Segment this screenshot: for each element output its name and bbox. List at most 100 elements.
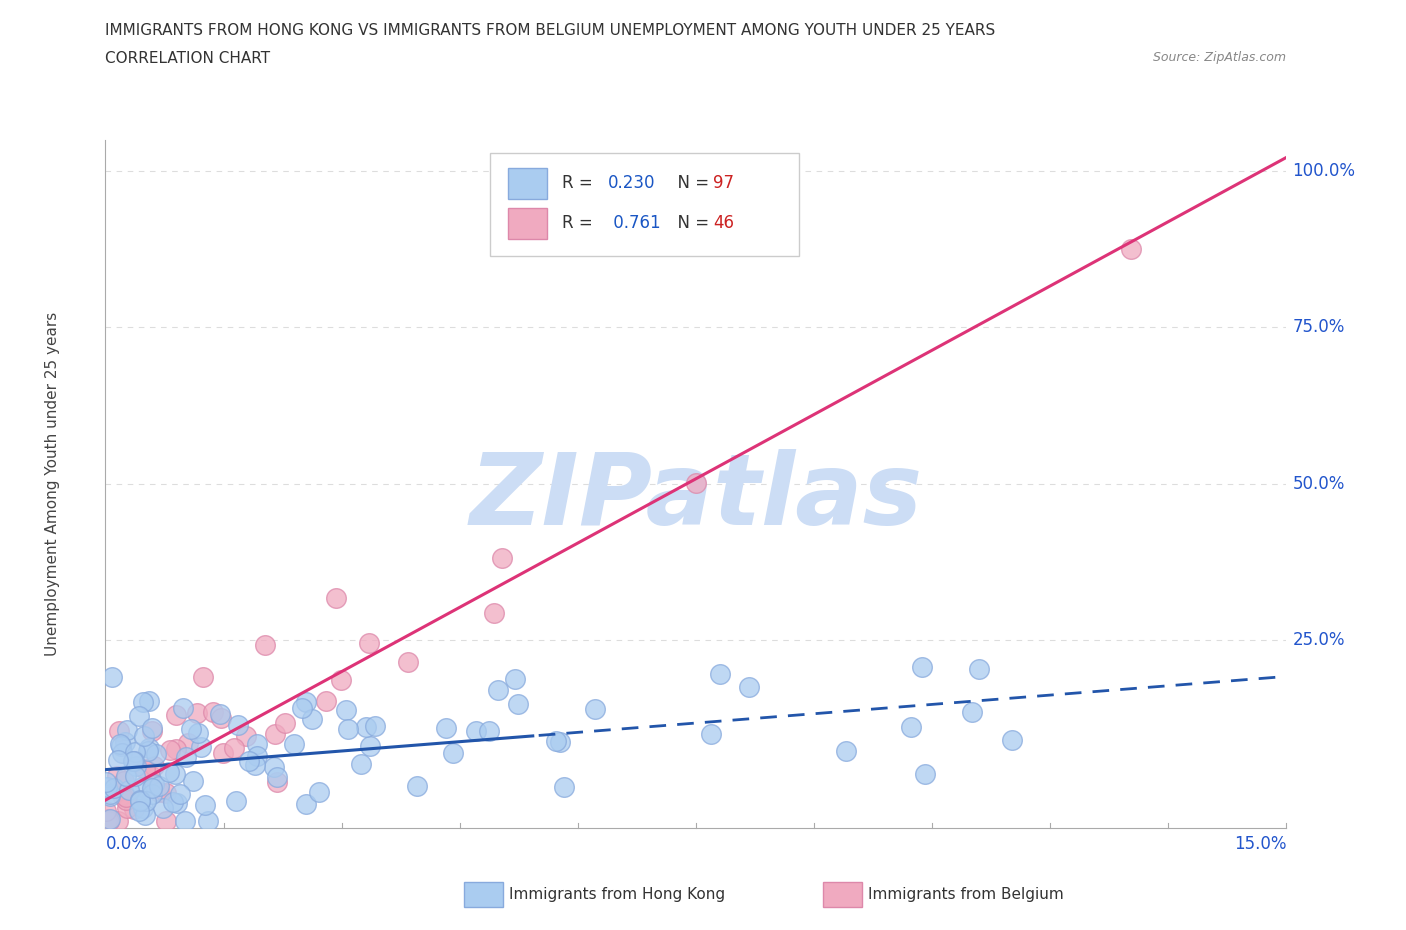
Point bbox=[115, 790, 138, 804]
Point bbox=[122, 753, 145, 768]
Text: 0.0%: 0.0% bbox=[105, 834, 148, 853]
Text: 0.230: 0.230 bbox=[607, 175, 655, 193]
Point bbox=[226, 718, 249, 733]
Point bbox=[148, 778, 170, 793]
Point bbox=[900, 720, 922, 735]
Point bbox=[174, 814, 197, 829]
Point bbox=[98, 787, 121, 802]
Text: 50.0%: 50.0% bbox=[1292, 474, 1344, 493]
Point bbox=[166, 795, 188, 810]
Point bbox=[225, 793, 247, 808]
Point bbox=[349, 756, 371, 771]
Point bbox=[441, 746, 464, 761]
Point bbox=[111, 788, 134, 803]
Text: Unemployment Among Youth under 25 years: Unemployment Among Youth under 25 years bbox=[45, 312, 60, 656]
Point bbox=[911, 660, 934, 675]
Point bbox=[105, 768, 128, 783]
Point bbox=[508, 697, 530, 711]
Point bbox=[134, 807, 156, 822]
Point bbox=[181, 774, 204, 789]
Point bbox=[122, 802, 145, 817]
Point bbox=[482, 605, 505, 620]
Point bbox=[359, 738, 381, 753]
Point bbox=[266, 769, 288, 784]
Point bbox=[107, 752, 129, 767]
Point bbox=[699, 726, 721, 741]
Point bbox=[364, 718, 387, 733]
Point bbox=[291, 701, 314, 716]
Point bbox=[94, 804, 117, 818]
Point bbox=[110, 738, 132, 753]
Point bbox=[138, 740, 160, 755]
Point bbox=[245, 749, 267, 764]
Point bbox=[186, 706, 208, 721]
Point bbox=[209, 707, 232, 722]
Point bbox=[128, 708, 150, 723]
Text: 25.0%: 25.0% bbox=[1292, 631, 1346, 649]
Text: 100.0%: 100.0% bbox=[1292, 162, 1355, 179]
Point bbox=[96, 814, 118, 829]
Point bbox=[96, 779, 118, 794]
Point bbox=[709, 666, 731, 681]
Point bbox=[129, 793, 152, 808]
Point bbox=[114, 768, 136, 783]
Text: 15.0%: 15.0% bbox=[1234, 834, 1286, 853]
Point bbox=[243, 758, 266, 773]
Point bbox=[155, 814, 177, 829]
Point bbox=[159, 743, 181, 758]
Text: R =: R = bbox=[561, 215, 598, 232]
Point bbox=[108, 737, 131, 751]
Point bbox=[187, 725, 209, 740]
Point bbox=[165, 741, 187, 756]
Point bbox=[141, 721, 163, 736]
Point bbox=[162, 794, 184, 809]
Point bbox=[100, 670, 122, 684]
Point bbox=[152, 801, 174, 816]
Point bbox=[124, 759, 146, 774]
Point bbox=[914, 766, 936, 781]
Point bbox=[172, 700, 194, 715]
Point bbox=[129, 793, 152, 808]
Point bbox=[115, 723, 138, 737]
Point bbox=[550, 734, 572, 749]
Point bbox=[135, 794, 157, 809]
Point bbox=[98, 811, 121, 826]
Point bbox=[294, 797, 316, 812]
Text: Immigrants from Hong Kong: Immigrants from Hong Kong bbox=[509, 887, 725, 902]
Point bbox=[264, 726, 287, 741]
Point bbox=[155, 786, 177, 801]
Point bbox=[960, 704, 983, 719]
Point bbox=[301, 711, 323, 726]
Point bbox=[97, 812, 120, 827]
Point bbox=[143, 777, 166, 791]
Point bbox=[100, 789, 122, 804]
Point bbox=[336, 722, 359, 737]
Text: ZIPatlas: ZIPatlas bbox=[470, 449, 922, 546]
Point bbox=[212, 746, 235, 761]
Point bbox=[148, 784, 170, 799]
Point bbox=[253, 638, 276, 653]
Point bbox=[465, 724, 488, 738]
Point bbox=[478, 724, 501, 738]
Point bbox=[96, 814, 118, 829]
Point bbox=[134, 728, 156, 743]
Point bbox=[157, 764, 180, 779]
Point bbox=[274, 715, 297, 730]
Text: 75.0%: 75.0% bbox=[1292, 318, 1344, 336]
Point bbox=[124, 768, 146, 783]
Point bbox=[139, 767, 162, 782]
Point bbox=[315, 694, 337, 709]
Point bbox=[1119, 242, 1142, 257]
Point bbox=[235, 728, 257, 743]
Point bbox=[134, 762, 156, 777]
Point bbox=[124, 744, 146, 759]
Point bbox=[356, 720, 378, 735]
Point bbox=[201, 705, 224, 720]
Point bbox=[136, 743, 159, 758]
Point bbox=[224, 741, 246, 756]
Point bbox=[107, 814, 129, 829]
Point bbox=[486, 683, 509, 698]
Text: Source: ZipAtlas.com: Source: ZipAtlas.com bbox=[1153, 51, 1286, 64]
Point bbox=[834, 744, 856, 759]
Point bbox=[738, 679, 761, 694]
